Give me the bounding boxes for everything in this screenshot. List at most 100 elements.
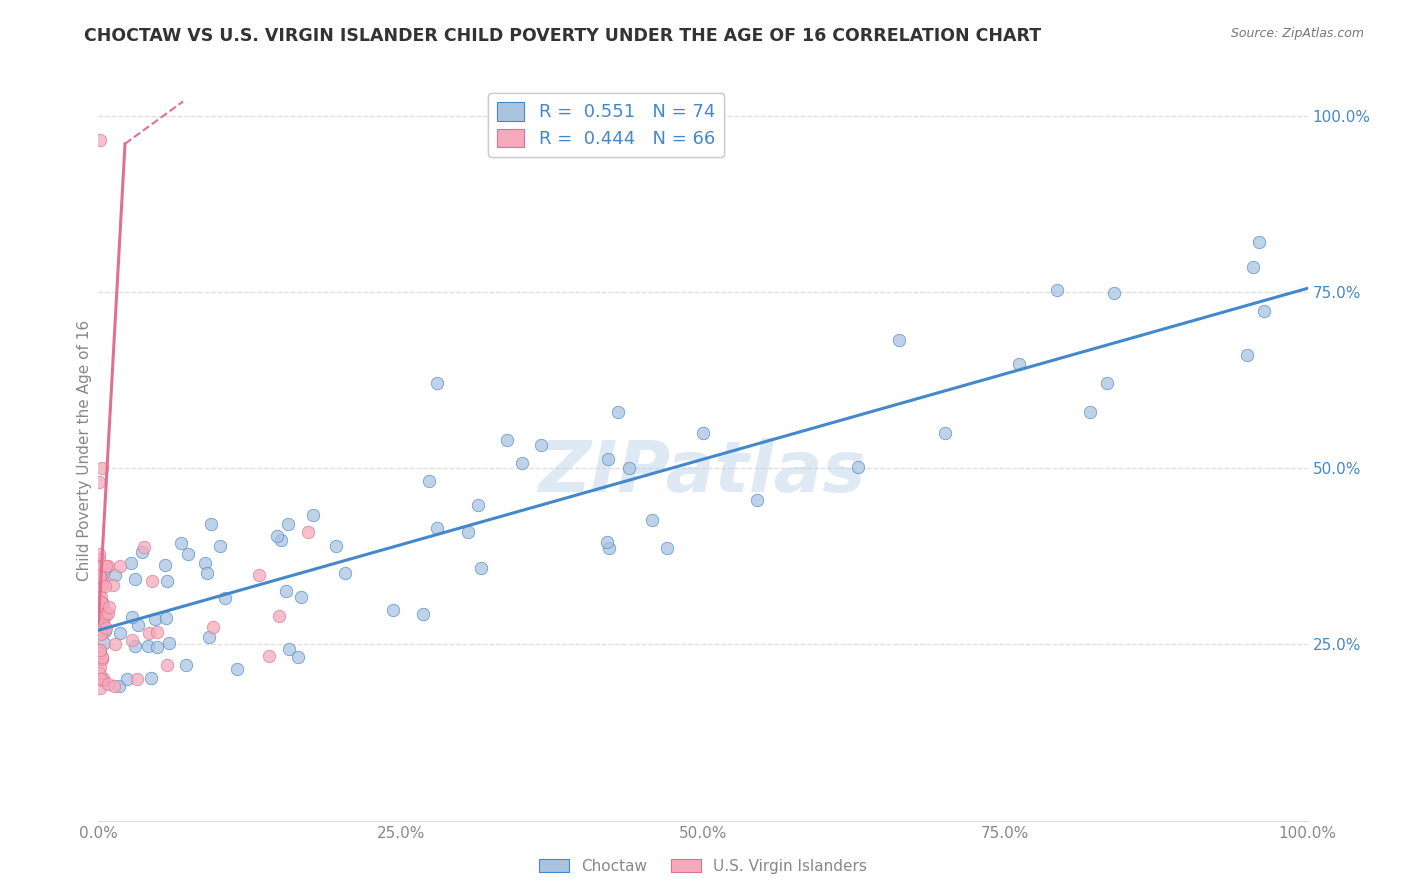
Point bbox=[115, 672, 138, 686]
Point bbox=[267, 609, 290, 624]
Point bbox=[91, 461, 114, 475]
Point bbox=[846, 459, 869, 474]
Point bbox=[496, 433, 519, 447]
Point bbox=[529, 438, 551, 452]
Point bbox=[127, 618, 149, 632]
Point bbox=[195, 566, 218, 580]
Point bbox=[90, 560, 112, 574]
Point bbox=[94, 621, 117, 635]
Point bbox=[641, 513, 664, 527]
Point bbox=[124, 640, 146, 654]
Point bbox=[201, 620, 224, 634]
Point bbox=[90, 652, 112, 666]
Point bbox=[96, 559, 118, 574]
Point bbox=[91, 596, 114, 610]
Point bbox=[412, 607, 434, 621]
Point bbox=[418, 474, 440, 488]
Point bbox=[104, 568, 127, 582]
Text: CHOCTAW VS U.S. VIRGIN ISLANDER CHILD POVERTY UNDER THE AGE OF 16 CORRELATION CH: CHOCTAW VS U.S. VIRGIN ISLANDER CHILD PO… bbox=[84, 27, 1042, 45]
Text: ZIPatlas: ZIPatlas bbox=[540, 438, 866, 508]
Point bbox=[90, 651, 112, 665]
Point bbox=[94, 609, 117, 624]
Point bbox=[131, 545, 153, 559]
Point bbox=[89, 594, 111, 608]
Point bbox=[120, 556, 142, 570]
Point bbox=[510, 456, 533, 470]
Point bbox=[127, 673, 149, 687]
Point bbox=[146, 625, 169, 640]
Point bbox=[176, 547, 198, 561]
Point bbox=[270, 533, 292, 547]
Point bbox=[91, 673, 114, 687]
Point bbox=[1095, 376, 1118, 391]
Point bbox=[208, 539, 231, 553]
Y-axis label: Child Poverty Under the Age of 16: Child Poverty Under the Age of 16 bbox=[77, 320, 91, 581]
Point bbox=[1236, 348, 1258, 362]
Point bbox=[90, 672, 112, 686]
Legend: R =  0.551   N = 74, R =  0.444   N = 66: R = 0.551 N = 74, R = 0.444 N = 66 bbox=[488, 93, 724, 157]
Point bbox=[136, 639, 159, 653]
Point bbox=[657, 541, 679, 556]
Point bbox=[90, 595, 112, 609]
Point bbox=[194, 557, 217, 571]
Text: Source: ZipAtlas.com: Source: ZipAtlas.com bbox=[1230, 27, 1364, 40]
Point bbox=[87, 622, 110, 636]
Point bbox=[598, 452, 620, 467]
Point bbox=[90, 590, 112, 604]
Point bbox=[143, 612, 166, 626]
Point bbox=[174, 658, 197, 673]
Point bbox=[103, 679, 125, 693]
Point bbox=[89, 568, 111, 582]
Point bbox=[97, 606, 120, 620]
Point bbox=[94, 607, 117, 621]
Point bbox=[598, 541, 620, 555]
Point bbox=[90, 649, 112, 664]
Point bbox=[108, 559, 131, 574]
Point bbox=[94, 624, 117, 638]
Point bbox=[90, 575, 112, 590]
Point bbox=[692, 425, 714, 440]
Point bbox=[89, 570, 111, 584]
Point bbox=[89, 133, 111, 147]
Point bbox=[91, 597, 114, 611]
Point bbox=[104, 638, 127, 652]
Point bbox=[91, 571, 114, 585]
Point bbox=[87, 547, 110, 561]
Point bbox=[97, 558, 120, 573]
Point bbox=[333, 566, 356, 580]
Point bbox=[89, 666, 111, 681]
Point bbox=[90, 579, 112, 593]
Point bbox=[87, 552, 110, 566]
Point bbox=[266, 529, 288, 543]
Point bbox=[153, 558, 176, 572]
Point bbox=[297, 524, 319, 539]
Point bbox=[287, 650, 309, 665]
Point bbox=[121, 633, 143, 648]
Point bbox=[97, 677, 120, 691]
Point bbox=[90, 627, 112, 641]
Point bbox=[89, 598, 111, 612]
Point bbox=[91, 602, 114, 616]
Point bbox=[89, 643, 111, 657]
Point bbox=[90, 571, 112, 585]
Point bbox=[1247, 235, 1270, 250]
Point bbox=[934, 425, 956, 440]
Point bbox=[1253, 303, 1275, 318]
Point bbox=[89, 646, 111, 660]
Point bbox=[200, 517, 222, 532]
Point bbox=[157, 635, 180, 649]
Point bbox=[91, 614, 114, 628]
Point bbox=[1046, 283, 1069, 297]
Point bbox=[226, 662, 249, 676]
Point bbox=[470, 560, 492, 574]
Point bbox=[107, 679, 129, 693]
Point bbox=[89, 586, 111, 600]
Point bbox=[89, 475, 111, 490]
Point bbox=[257, 648, 280, 663]
Point bbox=[1078, 405, 1101, 419]
Point bbox=[141, 574, 163, 588]
Point bbox=[198, 630, 221, 644]
Point bbox=[617, 460, 640, 475]
Point bbox=[1241, 260, 1264, 274]
Point bbox=[457, 524, 479, 539]
